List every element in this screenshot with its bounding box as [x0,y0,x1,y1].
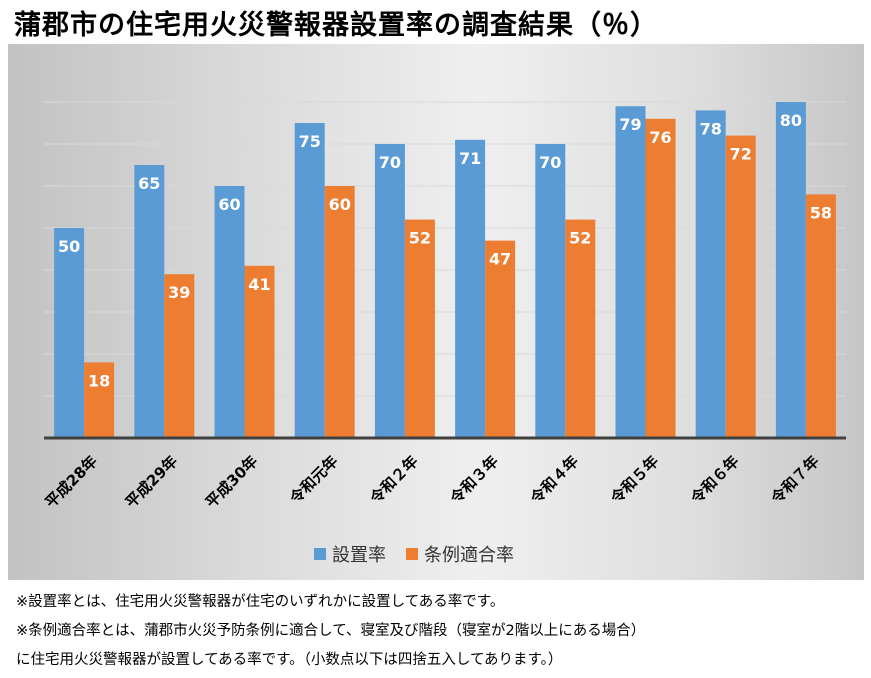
bar-series1 [214,186,245,438]
bar-series2 [725,135,756,438]
data-label-series2: 47 [489,250,511,269]
footnote-2: ※条例適合率とは、蒲郡市火災予防条例に適合して、寝室及び階段（寝室が2階以上にあ… [16,623,646,639]
x-tick-label: 令和７年 [768,452,823,507]
data-label-series2: 52 [569,229,591,248]
data-label-series1: 50 [58,237,80,256]
legend: 設置率 条例適合率 [314,540,514,568]
bar-series1 [775,102,806,438]
data-label-series2: 76 [649,128,671,147]
bar-series1 [134,165,165,438]
bar-series2 [244,265,275,438]
bar-series2 [324,186,355,438]
bar-series1 [615,106,646,438]
legend-item-series1: 設置率 [314,541,386,567]
legend-swatch-series1 [314,548,326,560]
legend-swatch-series2 [406,548,418,560]
data-label-series1: 80 [780,111,802,130]
bar-series2 [404,219,435,438]
data-label-series2: 60 [329,195,351,214]
data-label-series1: 70 [379,153,401,172]
legend-item-series2: 条例適合率 [406,541,514,567]
footnote-3: に住宅用火災警報器が設置してある率です。（小数点以下は四捨五入してあります。） [16,652,563,668]
footnotes: ※設置率とは、住宅用火災警報器が住宅のいずれかに設置してある率です。 ※条例適合… [16,588,866,675]
bar-series2 [84,362,115,438]
footnote-1: ※設置率とは、住宅用火災警報器が住宅のいずれかに設置してある率です。 [16,594,505,610]
chart-panel: 50 18 平成28年 65 39 平成29年 60 41 平成30年 75 60 令和元年 70 52 令… [8,44,864,580]
x-tick-label: 令和２年 [367,452,422,507]
data-label-series2: 52 [409,229,431,248]
data-label-series1: 60 [218,195,240,214]
data-label-series1: 78 [700,119,722,138]
x-tick-label: 平成30年 [202,452,261,511]
x-tick-label: 平成28年 [42,452,101,511]
data-label-series1: 65 [138,174,160,193]
bar-series1 [695,110,726,439]
data-label-series2: 72 [730,145,752,164]
data-label-series1: 75 [299,132,321,151]
chart-title: 蒲郡市の住宅用火災警報器設置率の調査結果（％） [14,10,658,41]
bar-series1 [374,144,405,438]
x-tick-label: 令和５年 [607,452,662,507]
x-tick-label: 令和３年 [447,452,502,507]
bar-series1 [54,228,85,438]
data-label-series2: 18 [88,371,110,390]
data-label-series1: 70 [539,153,561,172]
bar-series1 [535,144,566,438]
bar-series1 [294,123,325,438]
data-label-series2: 58 [810,203,832,222]
data-label-series1: 71 [459,149,481,168]
bar-series2 [645,118,676,439]
x-tick-label: 令和４年 [527,452,582,507]
bar-series2 [565,219,596,438]
data-label-series1: 79 [619,115,641,134]
bar-series2 [805,194,836,438]
data-label-series2: 39 [168,283,190,302]
bar-series2 [164,274,195,438]
bar-series1 [455,139,486,439]
x-tick-label: 令和６年 [687,452,742,507]
legend-label-series2: 条例適合率 [424,545,514,566]
bar-chart: 50 18 平成28年 65 39 平成29年 60 41 平成30年 75 60 令和元年 70 52 令… [42,101,846,511]
x-tick-label: 平成29年 [122,452,181,511]
data-label-series2: 41 [248,275,270,294]
x-tick-label: 令和元年 [286,452,341,507]
bar-series2 [485,240,516,438]
legend-label-series1: 設置率 [332,545,386,566]
